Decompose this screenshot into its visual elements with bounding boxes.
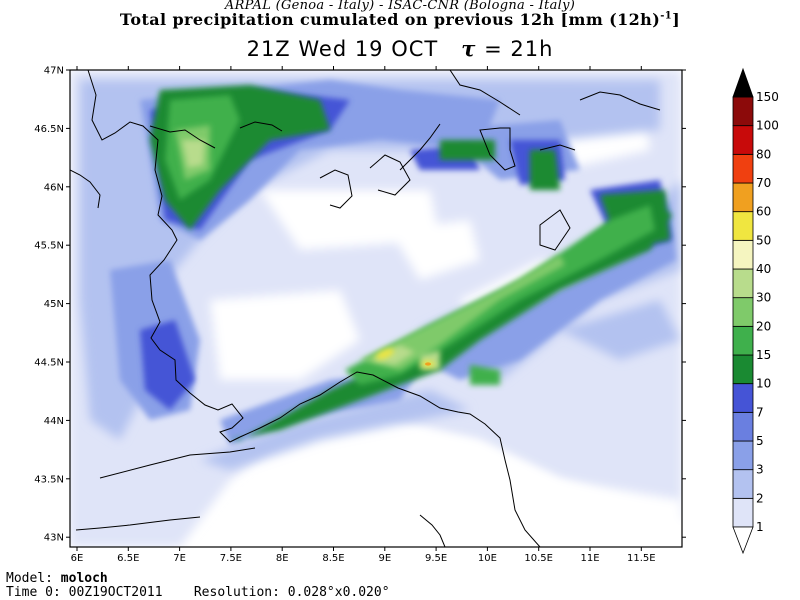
colorbar-label: 10: [756, 377, 771, 391]
colorbar-max-arrow: [732, 67, 754, 98]
coastline-borders: [70, 70, 661, 547]
colorbar-label: 150: [756, 90, 779, 104]
lat-label: 46.5N: [34, 124, 64, 135]
tau-symbol: τ: [461, 36, 477, 61]
institutions-label: ARPAL (Genoa - Italy) - ISAC-CNR (Bologn…: [224, 0, 576, 13]
lat-label: 45.5N: [34, 241, 64, 252]
map-title-text: Total precipitation cumulated on previou…: [119, 10, 661, 29]
colorbar-label: 30: [756, 291, 771, 305]
lat-label: 46N: [44, 182, 64, 193]
colorbar-label: 7: [756, 405, 764, 419]
resolution-value: 0.028°x0.020°: [287, 585, 390, 600]
colorbar-box: [732, 411, 754, 442]
longitude-axis: 6E 6.5E 7E 7.5E 8E 8.5E 9E 9.5E 10E 10.5E 11E 11.5E: [71, 66, 656, 564]
map-title-exponent: -1: [660, 10, 673, 22]
lon-label: 9.5E: [425, 553, 447, 564]
colorbar-box: [732, 182, 754, 213]
colorbar-box: [732, 440, 754, 471]
lon-label: 7.5E: [220, 553, 242, 564]
map-title: Total precipitation cumulated on previou…: [0, 10, 800, 29]
colorbar-box: [732, 153, 754, 184]
colorbar-label: 70: [756, 176, 771, 190]
lon-label: 8E: [276, 553, 289, 564]
colorbar-label: 80: [756, 147, 771, 161]
colorbar-label: 5: [756, 434, 764, 448]
lon-label: 8.5E: [322, 553, 344, 564]
lon-label: 9E: [378, 553, 391, 564]
plot-frame: [69, 69, 683, 548]
colorbar: 1 2 3 5 7 10 15 20 30 40 50 60 70 80 100 150: [732, 67, 779, 555]
colorbar-box: [732, 297, 754, 327]
colorbar-box: [732, 211, 754, 241]
valid-time-label: 21Z Wed 19 OCT τ = 21h: [0, 36, 800, 61]
colorbar-box: [732, 96, 754, 127]
lon-label: 10E: [478, 553, 497, 564]
colorbar-label: 20: [756, 319, 771, 333]
colorbar-box: [732, 497, 754, 528]
colorbar-label: 50: [756, 233, 771, 247]
colorbar-label: 60: [756, 205, 771, 219]
colorbar-min-arrow: [732, 526, 754, 555]
colorbar-label: 40: [756, 262, 771, 276]
colorbar-box: [732, 268, 754, 299]
time-value: 00Z19OCT2011: [68, 585, 163, 600]
tau-value: = 21h: [484, 37, 554, 61]
colorbar-box: [732, 354, 754, 385]
colorbar-box: [732, 469, 754, 499]
lon-label: 11.5E: [627, 553, 656, 564]
model-line: Model: moloch: [6, 571, 108, 586]
time-label: Time 0:: [6, 585, 61, 600]
lon-label: 6E: [71, 553, 84, 564]
lat-label: 43N: [44, 533, 64, 544]
lat-label: 44N: [44, 416, 64, 427]
lat-label: 44.5N: [34, 358, 64, 369]
lat-label: 43.5N: [34, 474, 64, 485]
colorbar-box: [732, 325, 754, 356]
colorbar-label: 2: [756, 491, 764, 505]
colorbar-label: 3: [756, 463, 764, 477]
model-value: moloch: [60, 571, 108, 586]
latitude-axis: 47N 46.5N 46N 45.5N 45N 44.5N 44N 43.5N 43N: [34, 66, 686, 544]
model-label: Model:: [6, 571, 53, 586]
lat-label: 47N: [44, 66, 64, 77]
precip-field: [70, 70, 682, 547]
colorbar-label: 1: [756, 520, 764, 534]
map-title-close: ]: [672, 10, 681, 29]
time-line: Time 0: 00Z19OCT2011 Resolution: 0.028°x…: [6, 585, 390, 600]
resolution-label: Resolution:: [193, 585, 280, 600]
colorbar-box: [732, 239, 754, 270]
lat-label: 45N: [44, 299, 64, 310]
colorbar-label: 15: [756, 348, 771, 362]
lon-label: 7E: [173, 553, 186, 564]
lon-label: 6.5E: [117, 553, 139, 564]
colorbar-box: [732, 383, 754, 413]
lon-label: 10.5E: [524, 553, 553, 564]
colorbar-box: [732, 125, 754, 155]
colorbar-label: 100: [756, 119, 779, 133]
lon-label: 11E: [580, 553, 599, 564]
valid-time-text: 21Z Wed 19 OCT: [246, 37, 439, 61]
